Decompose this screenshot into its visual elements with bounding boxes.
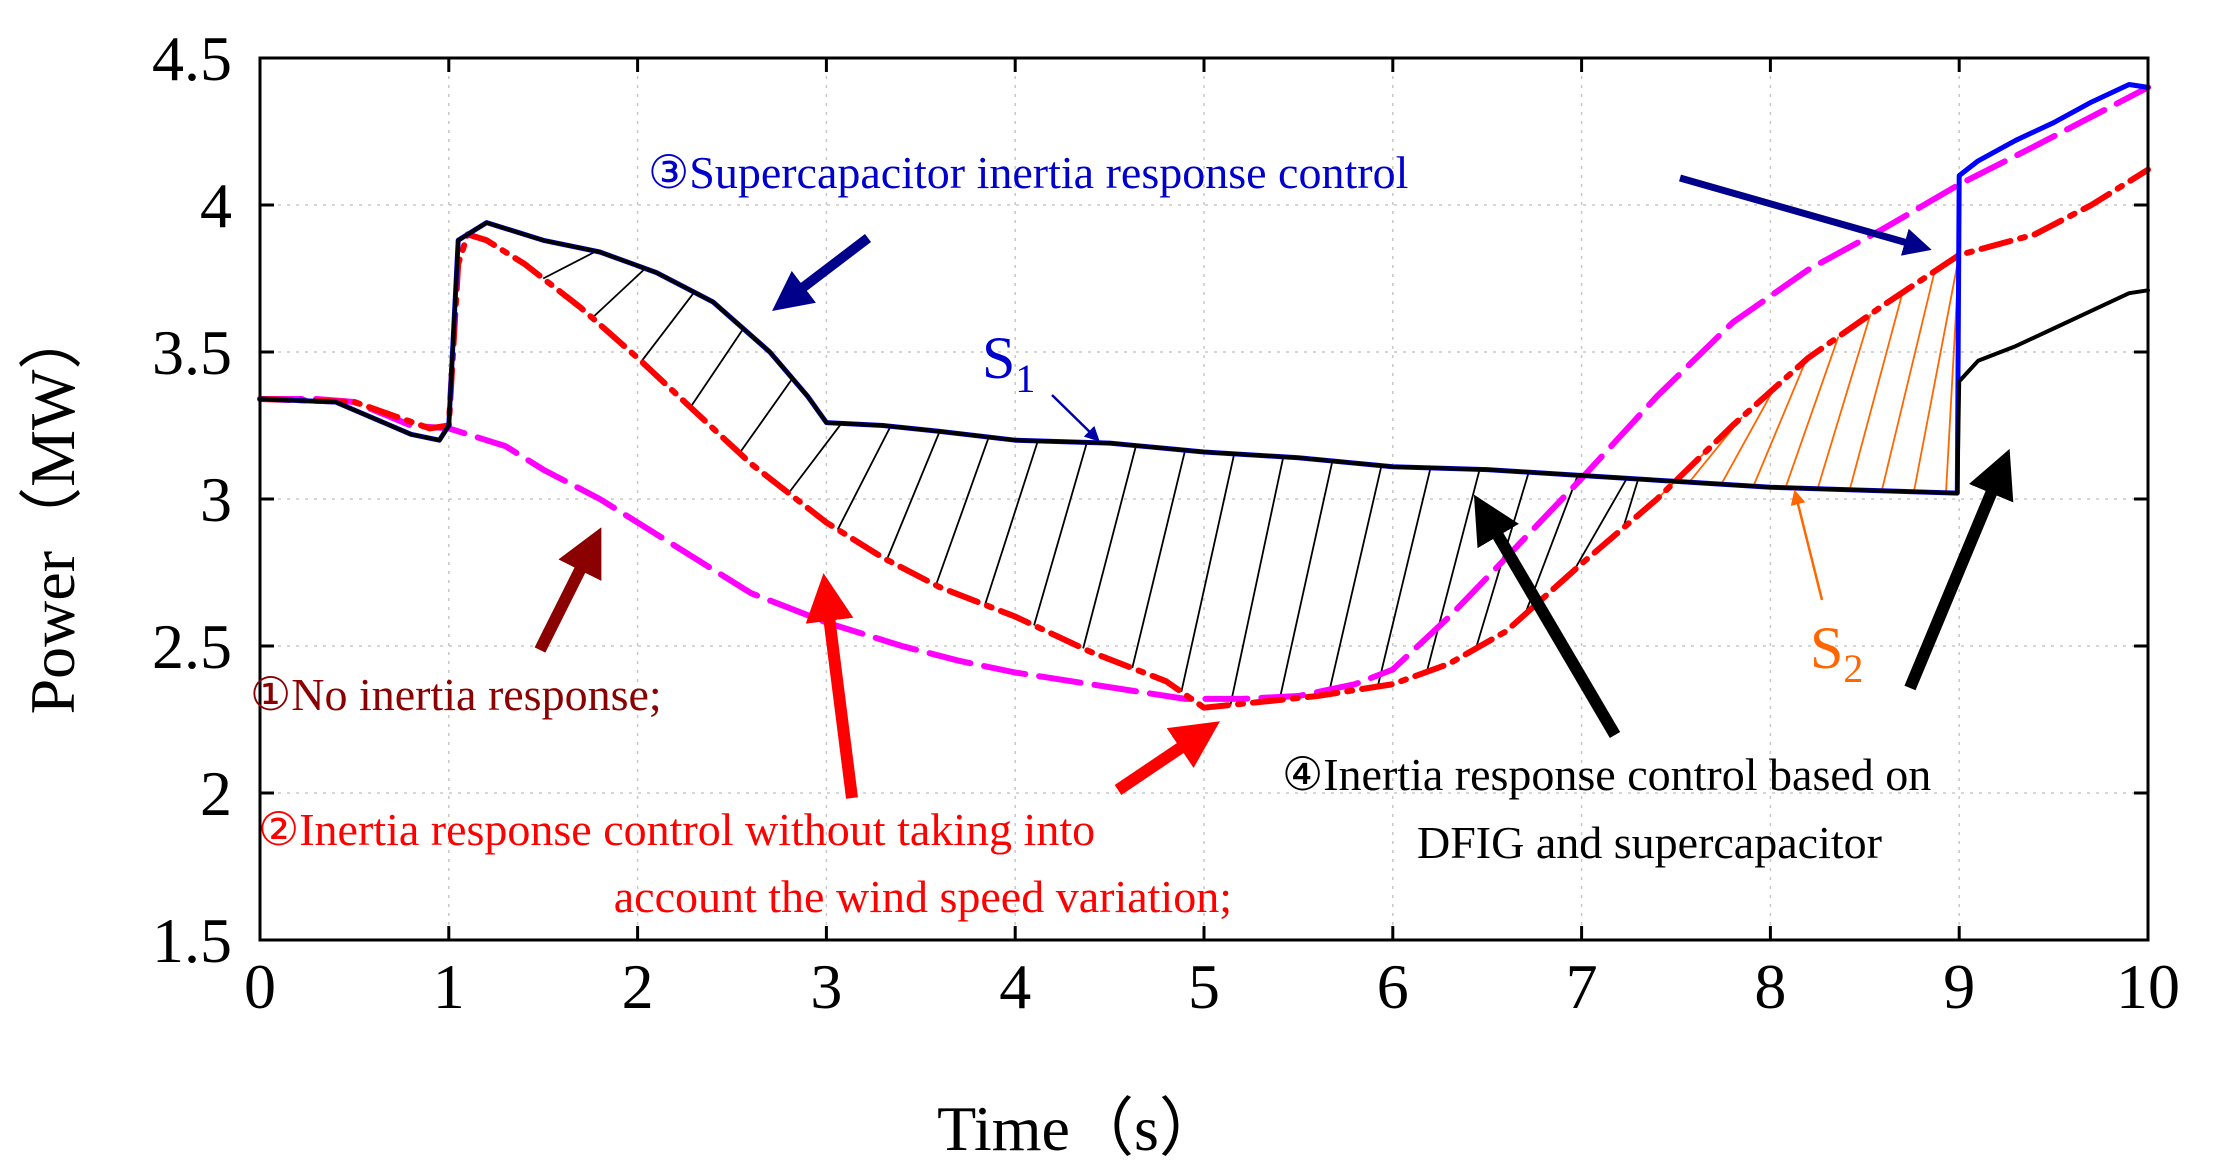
annotation-supercap: ③Supercapacitor inertia response control — [648, 147, 1408, 198]
annotation-dfig-line1: ④Inertia response control based on — [1282, 749, 1931, 800]
x-axis-ticks: 0 1 2 3 4 5 6 7 8 9 10 — [244, 58, 2180, 1022]
hatch-line-s1 — [1327, 465, 1383, 695]
hatch-line-s1 — [984, 440, 1039, 606]
hatch-line-s1 — [1033, 442, 1088, 626]
y-tick-label: 4.5 — [152, 23, 232, 94]
x-tick-label: 3 — [810, 951, 842, 1022]
hatch-line-s1 — [836, 425, 892, 530]
hatch-line-s1 — [1573, 477, 1628, 571]
x-axis-label: Time（s） — [937, 1093, 1223, 1164]
y-axis-ticks: 1.5 2 2.5 3 3.5 4 4.5 — [152, 23, 2148, 976]
y-axis-label: Power（MW） — [17, 306, 88, 715]
arrow-control-no-wind-2 — [1114, 721, 1220, 795]
arrow-no-inertia — [534, 527, 602, 653]
x-tick-label: 8 — [1754, 951, 1786, 1022]
y-tick-label: 1.5 — [152, 905, 232, 976]
s2-label-main: S — [1810, 615, 1843, 681]
arrow-dfig-2 — [1904, 448, 2014, 691]
hatch-line-s1 — [591, 267, 646, 319]
s2-label-subscript: 2 — [1843, 646, 1863, 691]
hatch-line-s1 — [1376, 467, 1432, 687]
y-tick-label: 3 — [200, 464, 232, 535]
x-tick-label: 6 — [1377, 951, 1409, 1022]
x-tick-label: 4 — [999, 951, 1031, 1022]
s1-label-main: S — [982, 325, 1015, 391]
series-line-4 — [258, 220, 2150, 496]
y-tick-label: 3.5 — [152, 317, 232, 388]
hatch-line-s1 — [738, 377, 794, 454]
s1-label: S1 — [982, 325, 1035, 401]
hatch-line-s1 — [1131, 449, 1186, 669]
x-tick-label: 0 — [244, 951, 276, 1022]
hatch-line-s2 — [1816, 313, 1872, 489]
hatch-line-s1 — [787, 422, 843, 494]
hatch-line-s1 — [1229, 456, 1285, 706]
series-lines — [257, 82, 2151, 711]
hatch-line-s1 — [689, 328, 745, 408]
x-tick-label: 5 — [1188, 951, 1220, 1022]
hatch-line-s1 — [542, 250, 597, 280]
y-tick-label: 2.5 — [152, 611, 232, 682]
hatch-line-s1 — [1425, 469, 1481, 673]
y-tick-label: 4 — [200, 170, 232, 241]
arrow-control-no-wind — [805, 573, 858, 799]
annotation-no-inertia: ①No inertia response; — [250, 669, 662, 720]
arrow-s1 — [1051, 394, 1100, 442]
hatch-line-s2 — [1720, 387, 1775, 485]
x-tick-label: 2 — [622, 951, 654, 1022]
y-tick-label: 2 — [200, 758, 232, 829]
hatch-line-s2 — [1784, 336, 1840, 489]
hatch-line-s1 — [640, 291, 695, 362]
series-line-1 — [257, 84, 2151, 702]
x-tick-label: 7 — [1566, 951, 1598, 1022]
annotation-control-line2: account the wind speed variation; — [614, 871, 1232, 922]
hatch-line-s1 — [1622, 478, 1640, 529]
hatch-line-s2 — [1848, 292, 1904, 490]
hatch-regions — [542, 250, 1961, 706]
arrow-supercap-jump — [1679, 174, 1932, 256]
x-tick-label: 10 — [2116, 951, 2180, 1022]
hatch-line-s1 — [935, 436, 990, 586]
hatch-line-s2 — [1913, 254, 1961, 492]
hatch-line-s2 — [1880, 271, 1936, 491]
x-tick-label: 9 — [1943, 951, 1975, 1022]
arrow-s2 — [1790, 489, 1824, 601]
arrow-supercap-curve — [772, 234, 872, 312]
hatch-line-s1 — [1082, 445, 1137, 649]
hatch-line-s1 — [1278, 460, 1334, 701]
hatch-line-s1 — [885, 431, 941, 561]
arrow-dfig-1 — [1473, 494, 1621, 739]
hatch-line-s2 — [1752, 359, 1808, 487]
s2-label: S2 — [1810, 615, 1863, 691]
annotation-control-line1: ②Inertia response control without taking… — [258, 804, 1095, 855]
hatch-line-s1 — [1180, 453, 1236, 693]
series-line-2 — [257, 166, 2151, 711]
s1-label-subscript: 1 — [1015, 356, 1035, 401]
annotation-dfig-line2: DFIG and supercapacitor — [1417, 817, 1882, 868]
x-tick-label: 1 — [433, 951, 465, 1022]
